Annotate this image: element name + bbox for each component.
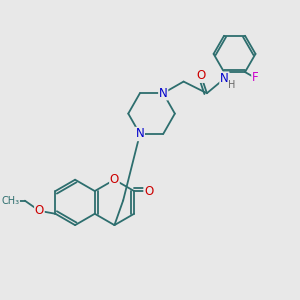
Text: N: N xyxy=(220,72,229,85)
Text: O: O xyxy=(110,173,119,186)
Text: O: O xyxy=(144,184,153,198)
Text: O: O xyxy=(35,204,44,218)
Text: CH₃: CH₃ xyxy=(1,196,20,206)
Text: H: H xyxy=(228,80,235,90)
Text: N: N xyxy=(159,87,168,100)
Text: F: F xyxy=(252,71,259,84)
Text: O: O xyxy=(196,69,206,82)
Text: N: N xyxy=(136,128,144,140)
